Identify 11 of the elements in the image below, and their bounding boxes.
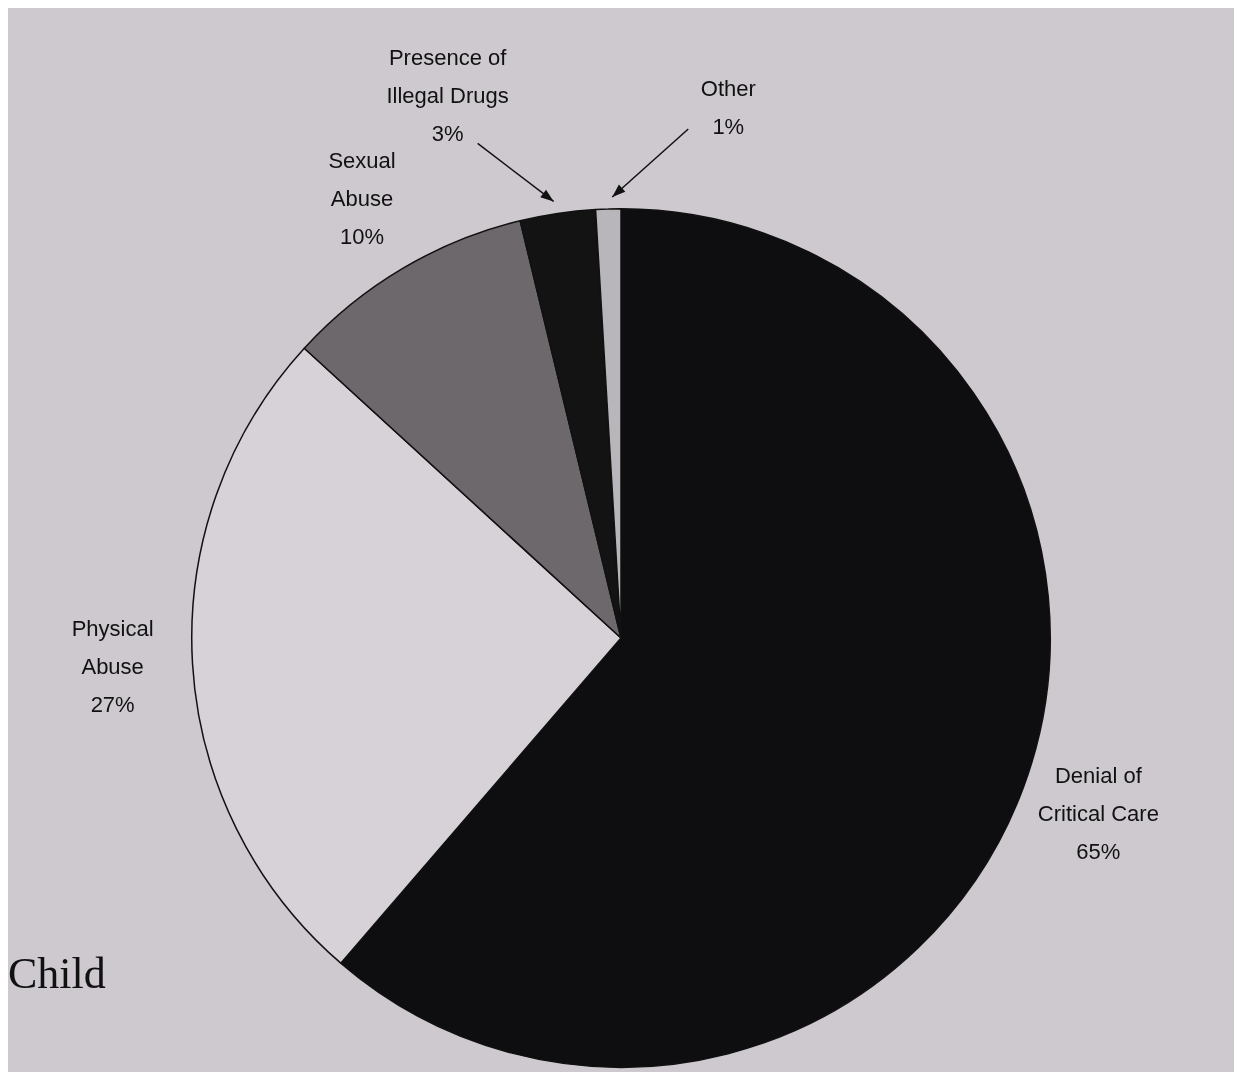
data-label: 10% xyxy=(340,223,385,249)
data-label: 1% xyxy=(712,114,745,139)
slice-label: Denial of Critical Care xyxy=(1037,763,1159,827)
text: Child xyxy=(8,948,106,999)
slice-label: Other xyxy=(700,76,756,101)
slice-label: Presence of Illegal Drugs xyxy=(386,44,509,108)
data-label: 3% xyxy=(431,120,464,146)
data-label: 65% xyxy=(1076,839,1121,865)
data-label: 27% xyxy=(90,692,135,718)
slice-label: Sexual Abuse xyxy=(328,147,396,211)
slice-label: Physical Abuse xyxy=(71,616,154,680)
